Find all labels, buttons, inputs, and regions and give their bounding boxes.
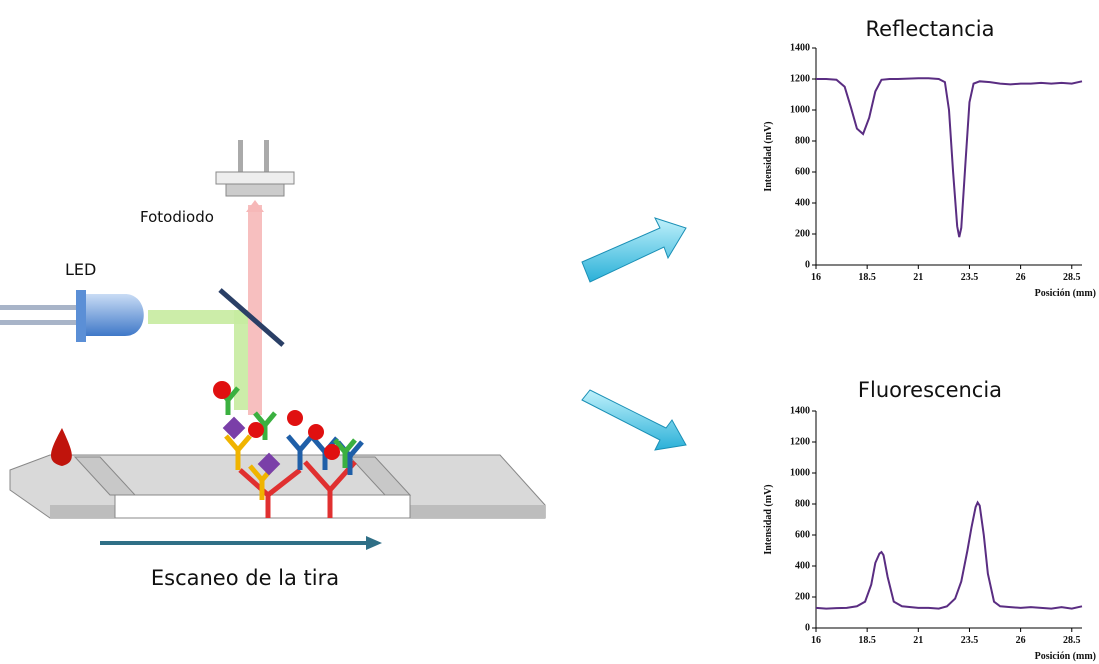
chart-title: Reflectancia [866,17,995,41]
y-tick-label: 0 [805,259,810,270]
y-tick-label: 600 [795,166,810,177]
y-tick-label: 200 [795,228,810,239]
scan-arrow-head [366,536,382,550]
photodiode-base [226,184,284,196]
chart: Fluorescencia 0 200 400 600 800 1000 1200 1400 16… [763,378,1096,662]
y-tick-label: 400 [795,197,810,208]
figure: Fotodiodo LED Escaneo de la tira Reflect… [0,0,1099,664]
y-tick-label: 1200 [790,436,810,447]
x-tick-label: 18.5 [858,272,876,283]
x-tick-label: 26 [1016,635,1026,646]
y-tick-label: 1400 [790,42,810,53]
x-tick-label: 16 [811,272,821,283]
green-beam [234,310,248,410]
photodiode-leg [264,140,269,172]
arrow [582,218,686,282]
photodiode-body [216,172,294,184]
x-tick-label: 16 [811,635,821,646]
chart-title: Fluorescencia [858,378,1002,402]
led-rim [76,290,86,342]
x-axis-label: Posición (mm) [1035,288,1096,299]
x-tick-label: 26 [1016,272,1026,283]
y-tick-label: 1400 [790,405,810,416]
arrow [582,390,686,450]
data-line [816,78,1082,237]
x-tick-label: 21 [913,272,923,283]
led-body [86,294,144,336]
chart: Reflectancia 0 200 400 600 800 1000 1200 1400 16 1… [763,17,1096,299]
diagram: Fotodiodo LED Escaneo de la tira [0,140,686,590]
photodiode-leg [238,140,243,172]
red-beam [248,205,262,415]
x-tick-label: 28.5 [1063,272,1081,283]
data-line [816,502,1082,608]
green-beam [148,310,248,324]
x-tick-label: 23.5 [961,635,979,646]
y-axis-label: Intensidad (mV) [763,484,774,554]
page: {"labels":{"photodiode":"Fotodiodo","led… [0,0,1099,664]
photodiode-label: Fotodiodo [140,208,214,226]
x-tick-label: 21 [913,635,923,646]
y-tick-label: 1000 [790,104,810,115]
y-tick-label: 600 [795,529,810,540]
led-label: LED [65,260,96,279]
scan-label: Escaneo de la tira [151,566,339,590]
led-leg [0,320,78,325]
y-tick-label: 800 [795,135,810,146]
blood-drop [51,428,72,466]
x-tick-label: 28.5 [1063,635,1081,646]
y-tick-label: 800 [795,498,810,509]
y-tick-label: 1200 [790,73,810,84]
x-tick-label: 23.5 [961,272,979,283]
x-tick-label: 18.5 [858,635,876,646]
y-tick-label: 200 [795,591,810,602]
y-tick-label: 400 [795,560,810,571]
y-tick-label: 1000 [790,467,810,478]
y-axis-label: Intensidad (mV) [763,121,774,191]
y-tick-label: 0 [805,622,810,633]
x-axis-label: Posición (mm) [1035,651,1096,662]
led-leg [0,305,78,310]
